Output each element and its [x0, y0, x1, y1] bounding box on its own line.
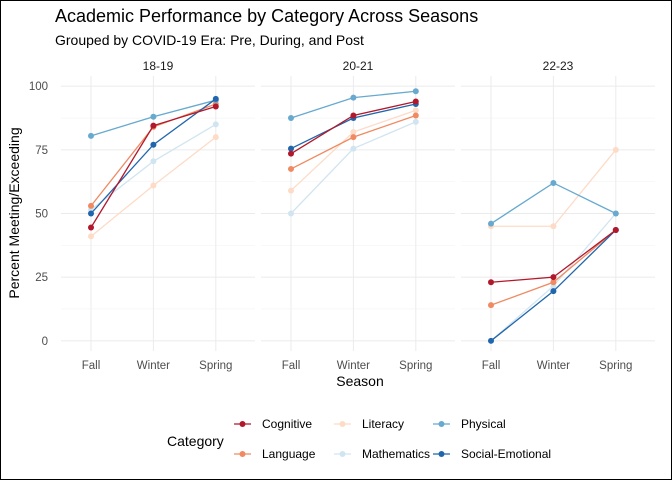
data-point	[412, 98, 419, 105]
x-tick-label: Fall	[82, 360, 101, 372]
x-tick-label: Spring	[199, 360, 232, 372]
legend-key-point	[339, 421, 346, 427]
data-point	[88, 202, 94, 209]
data-point	[288, 150, 294, 157]
y-tick-label: 25	[35, 272, 48, 284]
data-point	[350, 94, 357, 101]
y-tick-label: 50	[35, 209, 48, 221]
legend-item-physical: Physical	[433, 417, 506, 431]
series-cognitive	[488, 227, 619, 286]
series-physical	[488, 179, 619, 227]
series-literacy	[88, 134, 219, 240]
x-tick-label: Spring	[399, 360, 432, 372]
legend-key-point	[438, 421, 445, 427]
data-point	[412, 107, 419, 114]
data-point	[550, 223, 557, 230]
data-point	[488, 220, 494, 227]
data-point	[612, 146, 619, 153]
legend-key-point	[339, 451, 346, 457]
facet-panels: 18-19 0 25 50 75 100 Fall Winter Spring 20-21 Fall…	[29, 59, 655, 372]
legend-item-social-emotional: Social-Emotional	[433, 447, 551, 461]
data-point	[150, 158, 157, 165]
series-cognitive	[288, 98, 419, 157]
data-point	[288, 187, 294, 194]
data-point	[212, 121, 219, 128]
x-tick-label: Fall	[482, 360, 501, 372]
data-point	[612, 227, 619, 234]
data-point	[350, 112, 357, 119]
x-tick-label: Winter	[337, 360, 370, 372]
data-point	[88, 210, 94, 217]
x-tick-label: Fall	[282, 360, 301, 372]
y-axis-title: Percent Meeting/Exceeding	[6, 127, 22, 298]
data-point	[550, 288, 557, 295]
legend-label: Mathematics	[362, 447, 430, 461]
data-point	[412, 118, 419, 125]
facet-panel-18-19: 18-19 0 25 50 75 100 Fall Winter Spring	[29, 59, 255, 372]
legend: Category Cognitive Language Literacy Mathem…	[167, 417, 551, 461]
legend-label: Literacy	[362, 417, 404, 431]
legend-label: Social-Emotional	[461, 447, 551, 461]
facet-label: 20-21	[343, 59, 374, 73]
chart-subtitle: Grouped by COVID-19 Era: Pre, During, an…	[55, 32, 364, 48]
data-point	[488, 302, 494, 309]
data-point	[350, 134, 357, 141]
data-point	[550, 279, 557, 286]
legend-item-language: Language	[234, 447, 316, 461]
data-point	[412, 88, 419, 95]
y-tick-label: 100	[29, 81, 48, 93]
data-point	[350, 145, 357, 152]
data-point	[488, 279, 494, 286]
facet-label: 22-23	[543, 59, 574, 73]
data-point	[212, 134, 219, 141]
y-tick-label: 75	[35, 145, 48, 157]
series-literacy	[288, 107, 419, 194]
y-tick-label: 0	[42, 336, 48, 348]
x-tick-label: Spring	[599, 360, 632, 372]
x-tick-label: Winter	[137, 360, 170, 372]
data-point	[212, 95, 219, 102]
facet-panel-20-21: 20-21 Fall Winter Spring	[261, 59, 455, 372]
data-point	[612, 210, 619, 217]
legend-title: Category	[167, 433, 224, 449]
data-point	[212, 103, 219, 110]
data-point	[488, 337, 494, 344]
facet-panel-22-23: 22-23 Fall Winter Spring	[461, 59, 655, 372]
legend-label: Cognitive	[262, 417, 312, 431]
legend-key-point	[239, 451, 246, 457]
chart-title: Academic Performance by Category Across …	[55, 6, 478, 26]
legend-label: Language	[262, 447, 316, 461]
data-point	[550, 274, 557, 281]
data-point	[150, 113, 157, 120]
series-language	[288, 112, 419, 172]
data-point	[150, 141, 157, 148]
legend-key-point	[438, 451, 445, 457]
legend-item-cognitive: Cognitive	[234, 417, 312, 431]
data-point	[88, 233, 94, 240]
data-point	[150, 122, 157, 129]
data-point	[550, 179, 557, 186]
x-tick-label: Winter	[537, 360, 570, 372]
data-point	[150, 182, 157, 189]
legend-label: Physical	[461, 417, 506, 431]
series-cognitive	[88, 103, 219, 231]
series-mathematics	[288, 118, 419, 217]
data-point	[288, 210, 294, 217]
legend-key-point	[239, 421, 246, 427]
data-point	[288, 145, 294, 152]
facet-label: 18-19	[143, 59, 174, 73]
legend-item-literacy: Literacy	[334, 417, 404, 431]
data-point	[350, 129, 357, 136]
data-point	[288, 115, 294, 122]
series-social-emotional	[88, 95, 219, 217]
data-point	[88, 132, 94, 139]
data-point	[412, 112, 419, 119]
data-point	[288, 165, 294, 172]
data-point	[88, 224, 94, 231]
x-axis-title: Season	[336, 373, 383, 389]
legend-item-mathematics: Mathematics	[334, 447, 430, 461]
series-physical	[288, 88, 419, 122]
